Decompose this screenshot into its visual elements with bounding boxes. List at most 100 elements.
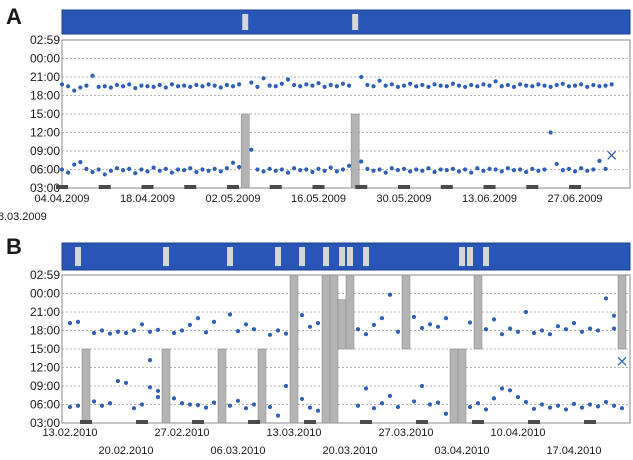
weekend-marker [304, 420, 316, 424]
y-tick-label: 21:00 [30, 70, 60, 84]
gray-bar [337, 299, 347, 350]
data-point [310, 83, 315, 88]
x-tick-label: 04.04.2009 [34, 193, 89, 205]
data-point [547, 332, 553, 337]
gray-bar [449, 348, 459, 424]
data-point [155, 388, 161, 394]
data-point [90, 169, 95, 175]
data-point [175, 167, 181, 172]
data-point [363, 332, 369, 337]
data-point [195, 403, 201, 408]
data-point [291, 82, 297, 88]
data-point [355, 327, 361, 332]
data-point [566, 166, 572, 171]
data-point [387, 393, 393, 398]
y-tick-label: 03:00 [30, 181, 60, 195]
data-point [179, 328, 185, 333]
data-point [212, 166, 217, 171]
data-point [169, 82, 175, 87]
data-point [603, 296, 609, 301]
data-point [230, 160, 236, 165]
data-point [435, 400, 441, 405]
band-marker [163, 247, 169, 266]
data-point [139, 402, 145, 407]
data-point [566, 84, 572, 89]
data-point [328, 165, 333, 170]
data-point [182, 168, 187, 173]
data-point [251, 402, 257, 407]
data-point [102, 172, 107, 177]
data-point [591, 82, 596, 88]
data-point [481, 82, 486, 87]
band-marker [483, 247, 489, 266]
weekend-marker [56, 185, 68, 189]
data-point [487, 166, 492, 171]
data-point [90, 73, 95, 78]
gray-bar [217, 348, 227, 424]
data-point [133, 86, 138, 91]
data-point [84, 83, 89, 88]
data-point [285, 77, 291, 82]
y-tick-label: 15:00 [30, 107, 60, 121]
data-point [481, 168, 486, 173]
data-point [131, 328, 137, 333]
data-point [507, 326, 513, 331]
data-point [139, 167, 144, 172]
data-point [99, 403, 105, 408]
data-point [411, 314, 417, 320]
data-point [456, 169, 462, 174]
data-point [78, 160, 83, 165]
data-point [395, 168, 401, 173]
data-point [379, 401, 385, 406]
data-point [499, 386, 505, 391]
band-marker [363, 247, 369, 266]
data-point [359, 74, 364, 80]
data-point [611, 326, 617, 331]
data-point [224, 82, 230, 88]
data-point [328, 82, 333, 88]
x-tick-label: 10.04.2010 [490, 427, 545, 439]
data-point [267, 83, 272, 88]
data-point [171, 330, 177, 336]
data-point [255, 167, 260, 172]
data-point [59, 167, 65, 172]
data-point [157, 82, 162, 88]
y-tick-label: 21:00 [30, 305, 60, 319]
data-point [147, 329, 153, 334]
data-point [123, 330, 129, 336]
data-point [475, 84, 480, 89]
data-point [139, 322, 145, 327]
data-point [611, 313, 617, 318]
data-point [237, 164, 242, 170]
data-point [251, 327, 257, 332]
data-point [237, 82, 242, 87]
data-point [469, 170, 474, 175]
data-point [515, 395, 521, 400]
data-point [587, 326, 593, 331]
data-point [108, 85, 113, 90]
data-point [218, 169, 223, 174]
band-marker [227, 247, 233, 266]
data-point [78, 85, 83, 90]
data-point [310, 169, 315, 175]
data-point [218, 85, 223, 90]
data-point [179, 401, 185, 406]
data-point [67, 404, 73, 410]
gray-bar [617, 274, 627, 350]
data-point [609, 82, 614, 87]
panel-b-chart: 02:59 00:00 21:00 18:00 15:00 12:00 09:00 06:00… [30, 242, 631, 457]
cross-marker [617, 356, 627, 366]
data-point [147, 358, 153, 363]
data-point [603, 166, 608, 171]
band-marker [323, 247, 329, 266]
data-point [387, 292, 393, 297]
data-point [475, 401, 481, 406]
data-point [315, 321, 321, 326]
data-point [334, 84, 339, 89]
gray-bar [321, 274, 331, 424]
data-point [426, 84, 431, 89]
data-point [438, 83, 443, 88]
data-point [579, 405, 585, 410]
data-point [542, 83, 547, 88]
data-point [359, 159, 364, 164]
